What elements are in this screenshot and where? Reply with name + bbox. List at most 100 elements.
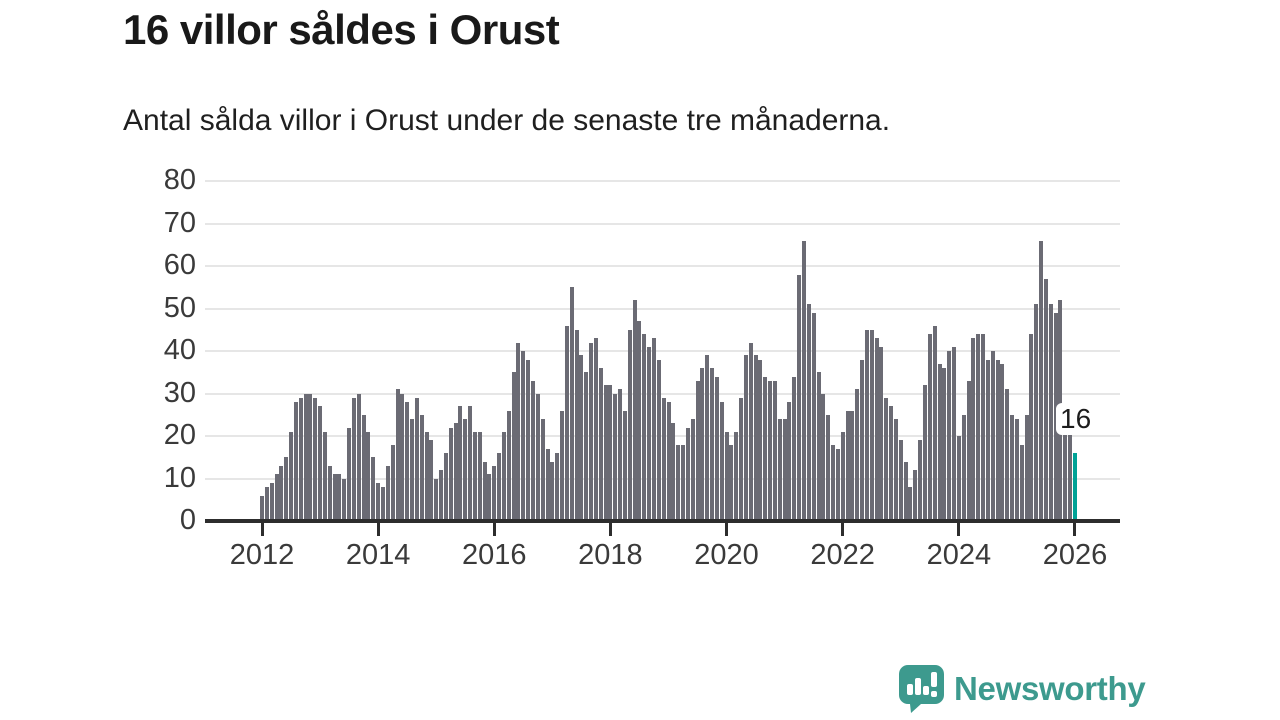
x-axis-tick: [376, 519, 380, 536]
newsworthy-logo: Newsworthy: [898, 664, 1146, 713]
bar: [589, 342, 594, 519]
x-axis-tick: [1073, 519, 1077, 536]
bar: [289, 431, 294, 519]
x-axis-tick-label: 2026: [1042, 539, 1108, 571]
bar: [603, 385, 608, 519]
bar: [855, 389, 860, 519]
bar: [540, 419, 545, 519]
bar: [274, 474, 279, 519]
bar: [526, 359, 531, 519]
bar: [608, 385, 613, 519]
bar: [918, 440, 923, 519]
bar: [521, 351, 526, 519]
bar: [293, 402, 298, 519]
bar: [952, 346, 957, 519]
bar: [966, 380, 971, 519]
x-axis-tick-label: 2012: [229, 539, 295, 571]
bar: [1029, 334, 1034, 519]
bar: [700, 368, 705, 519]
bar: [371, 457, 376, 519]
bar: [584, 372, 589, 519]
bar: [477, 431, 482, 519]
bar: [376, 482, 381, 519]
bar: [802, 240, 806, 519]
bar: [1043, 278, 1048, 519]
bar: [768, 380, 773, 519]
bar: [956, 436, 961, 519]
bar: [922, 385, 927, 519]
bar: [903, 461, 908, 519]
bar: [739, 397, 744, 519]
bar: [497, 453, 502, 519]
bar: [593, 338, 598, 519]
bar: [298, 397, 303, 519]
bar: [463, 419, 468, 519]
bar: [743, 355, 748, 519]
bar: [380, 487, 385, 519]
bar: [908, 487, 913, 519]
bar: [831, 444, 836, 519]
bar: [313, 397, 318, 519]
bar: [884, 397, 889, 519]
bar: [879, 346, 884, 519]
bar: [308, 393, 313, 519]
bar: [405, 402, 410, 519]
bar: [468, 406, 473, 519]
bar: [647, 346, 652, 519]
bar: [642, 334, 647, 519]
bar: [545, 448, 550, 519]
bar: [264, 487, 269, 519]
bar: [1010, 414, 1015, 519]
bar: [434, 478, 439, 519]
bar: [1005, 389, 1010, 519]
bar: [260, 495, 264, 519]
bar: [1000, 363, 1005, 519]
bar: [347, 427, 352, 519]
bar: [806, 304, 811, 519]
bar: [676, 444, 681, 519]
bar: [390, 444, 395, 519]
bar: [327, 465, 332, 519]
x-axis-tick: [608, 519, 612, 536]
bar: [651, 338, 656, 519]
bar: [400, 393, 405, 519]
bar: [681, 444, 686, 519]
bar: [942, 368, 947, 519]
bar: [990, 351, 995, 519]
bar: [443, 453, 448, 519]
bar: [458, 406, 463, 519]
bar: [531, 380, 535, 519]
bar: [874, 338, 879, 519]
bar: [482, 461, 487, 519]
bar: [627, 329, 632, 519]
bar: [322, 431, 327, 519]
bar: [564, 325, 569, 519]
bar: [792, 376, 797, 519]
bar: [729, 444, 734, 519]
bar: [772, 380, 777, 519]
bar: [947, 351, 952, 519]
bar: [656, 359, 661, 519]
bar: [976, 334, 981, 519]
gridline-y-50: [205, 307, 1120, 310]
bar: [501, 431, 506, 519]
y-axis-tick-label: 80: [163, 164, 196, 196]
bar: [332, 474, 337, 519]
y-axis-tick-label: 10: [163, 461, 196, 494]
bar: [748, 342, 753, 519]
x-axis-tick: [957, 519, 961, 536]
bar: [826, 414, 831, 519]
bar: [893, 419, 898, 519]
x-axis-line: [205, 519, 1120, 523]
bar: [816, 372, 821, 519]
gridline-y-30: [205, 392, 1120, 395]
y-axis-tick-label: 70: [163, 206, 196, 239]
bar: [1014, 419, 1019, 519]
bar: [516, 342, 521, 519]
bar: [356, 393, 361, 519]
bar: [511, 372, 516, 519]
bar: [690, 419, 695, 519]
bar: [685, 427, 690, 519]
y-axis-tick-label: 60: [163, 249, 196, 281]
